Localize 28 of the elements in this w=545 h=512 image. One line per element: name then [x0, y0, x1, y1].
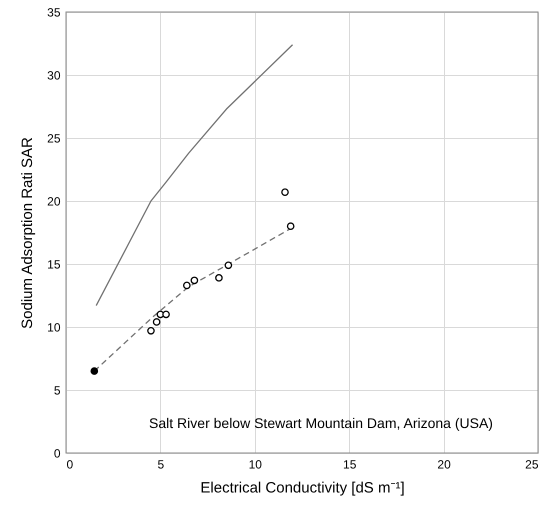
y-tick-label: 20	[47, 194, 61, 208]
y-tick-label: 10	[47, 320, 61, 334]
y-tick-label: 30	[47, 68, 61, 82]
point	[152, 318, 160, 326]
x-tick-label: 25	[525, 458, 539, 472]
point	[281, 188, 289, 196]
point	[183, 282, 191, 290]
point	[90, 367, 98, 375]
y-axis-title: Sodium Adsorption Rati SAR	[19, 136, 36, 329]
y-tick-label: 5	[54, 384, 61, 398]
x-tick-label: 10	[248, 458, 262, 472]
x-tick-label: 15	[343, 458, 357, 472]
x-tick-label: 5	[158, 458, 165, 472]
point	[190, 276, 198, 284]
point	[147, 326, 155, 335]
y-tick-label: 35	[47, 6, 61, 20]
point	[215, 274, 223, 282]
y-tick-label: 0	[54, 446, 61, 460]
line-series	[96, 44, 294, 306]
y-tick-label: 25	[47, 132, 61, 146]
x-axis-title: Electrical Conductivity [dS m⁻¹]	[200, 480, 405, 496]
x-tick-label: 20	[437, 458, 452, 472]
y-tick-label: 15	[47, 258, 61, 272]
annotation: Salt River below Stewart Mountain Dam, Arizona (USA)	[149, 415, 493, 431]
point	[224, 261, 232, 270]
point	[162, 310, 170, 318]
point	[286, 222, 294, 230]
x-tick-label: 0	[66, 458, 74, 472]
